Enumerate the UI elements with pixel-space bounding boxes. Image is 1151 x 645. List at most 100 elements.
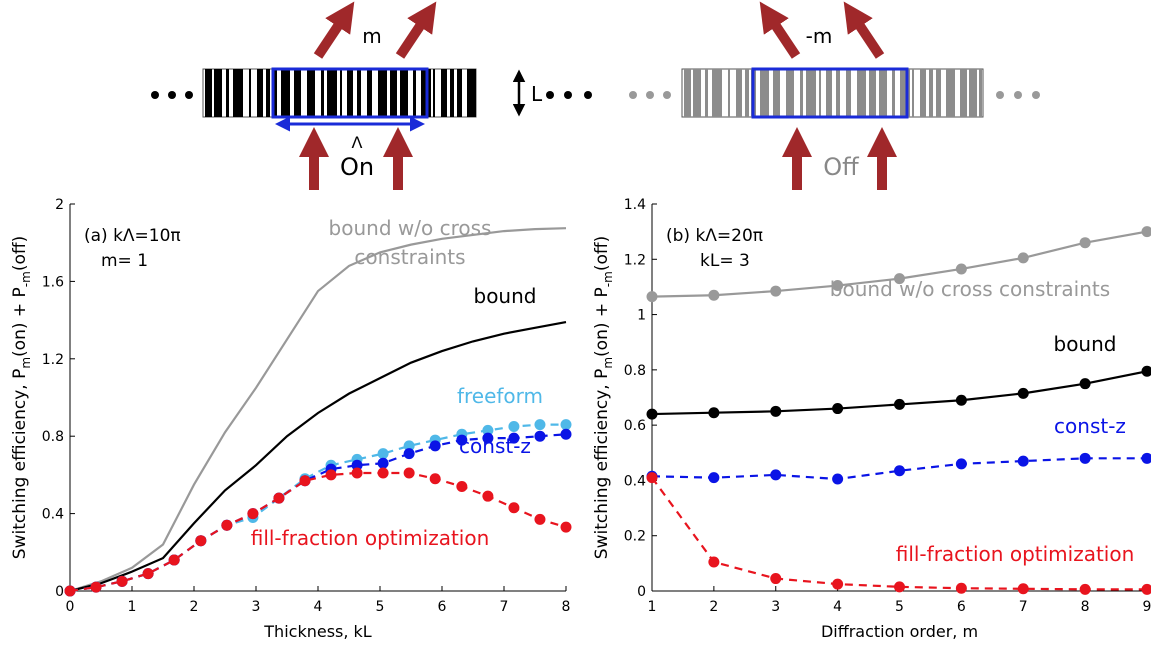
diffracted-arrow — [759, 1, 801, 59]
grating-on — [202, 68, 477, 118]
data-point — [299, 475, 311, 487]
grating-stripe — [693, 69, 701, 117]
data-point — [90, 581, 102, 593]
x-tick-label: 7 — [500, 599, 509, 615]
data-point — [482, 432, 494, 444]
data-point — [1141, 365, 1151, 377]
data-point — [1079, 378, 1091, 390]
diffracted-arrow — [843, 1, 885, 59]
grating-stripe — [467, 69, 476, 117]
grating-stripe — [846, 69, 851, 117]
data-point — [1079, 452, 1091, 464]
grating-stripe — [826, 69, 832, 117]
y-label-part: (off) — [592, 236, 612, 271]
y-label-part: (on) + P — [10, 287, 30, 357]
data-point — [1141, 226, 1151, 238]
y-tick-label: 0.8 — [624, 363, 646, 379]
series-line — [651, 457, 1147, 481]
series-line — [69, 227, 567, 593]
grating-stripe — [307, 69, 315, 117]
data-point — [1141, 583, 1151, 595]
x-tick-label: 6 — [438, 599, 447, 615]
data-point — [534, 513, 546, 525]
grating-stripe — [969, 69, 977, 117]
grating-stripe — [450, 69, 454, 117]
x-tick-label: 7 — [1019, 599, 1028, 615]
x-tick-label: 0 — [66, 599, 75, 615]
data-point — [1141, 452, 1151, 464]
data-point — [508, 432, 520, 444]
data-point — [351, 467, 363, 479]
grating-stripe — [760, 69, 769, 117]
y-tick-label: 1.6 — [42, 274, 64, 290]
y-tick-label: 0.8 — [42, 429, 64, 445]
data-point — [708, 472, 720, 484]
order-label: m — [362, 24, 381, 48]
data-point — [560, 419, 572, 431]
annotation: m= 1 — [101, 251, 148, 271]
data-point — [894, 398, 905, 410]
data-point — [403, 448, 415, 460]
data-point — [429, 473, 441, 485]
arrows — [299, 1, 897, 190]
data-point — [142, 568, 154, 580]
y-label-subscript: m — [601, 357, 615, 369]
data-point — [770, 573, 782, 585]
grating-stripe — [936, 69, 941, 117]
grating-stripe — [347, 69, 353, 117]
data-point — [560, 521, 572, 533]
grating-stripe — [378, 69, 387, 117]
order-label: -m — [806, 24, 833, 48]
grating-stripe — [266, 69, 270, 117]
data-point — [1017, 252, 1029, 264]
x-tick-label: 4 — [314, 599, 323, 615]
grating-stripe — [960, 69, 967, 117]
grating-stripe — [773, 69, 780, 117]
data-point — [646, 291, 658, 303]
state-label: Off — [823, 153, 859, 181]
grating-stripe — [800, 69, 803, 117]
grating-stripe — [327, 69, 337, 117]
annotation: (a) kΛ=10π — [84, 226, 181, 246]
x-tick-label: 1 — [128, 599, 137, 615]
grating-stripe — [684, 69, 691, 117]
grating-stripe — [321, 69, 324, 117]
data-point — [708, 289, 720, 301]
grating-stripe — [249, 69, 251, 117]
data-point — [955, 582, 967, 594]
grating-stripe — [441, 69, 447, 117]
y-label-part: (off) — [10, 236, 30, 271]
x-axis-label: Thickness, kL — [263, 622, 372, 641]
grating-stripe — [979, 69, 982, 117]
series-label: const-z — [1054, 414, 1126, 438]
state-label: On — [340, 153, 374, 181]
grating-stripe — [912, 69, 914, 117]
y-tick-label: 0.6 — [624, 418, 646, 434]
x-tick-label: 8 — [562, 599, 571, 615]
series-label: bound — [1053, 332, 1117, 356]
x-tick-label: 5 — [376, 599, 385, 615]
grating-stripe — [433, 69, 435, 117]
data-point — [482, 490, 494, 502]
data-point — [560, 428, 572, 440]
data-point — [955, 394, 967, 406]
grating-stripe — [857, 69, 866, 117]
data-point — [64, 585, 76, 597]
series-label: bound — [473, 284, 537, 308]
x-tick-label: 3 — [771, 599, 780, 615]
data-point — [832, 578, 844, 590]
chart: 1 2 3 4 5 6 7 8 9 0 0.2 0.4 0.6 0.8 1 1.2 1.4 Diffraction… — [592, 197, 1151, 641]
y-tick-label: 1.2 — [42, 352, 64, 368]
unit-cell-box — [751, 67, 909, 119]
x-tick-label: 5 — [895, 599, 904, 615]
grating-stripe — [457, 69, 462, 117]
y-label-part: (on) + P — [592, 287, 612, 357]
y-tick-label: 0.4 — [42, 507, 64, 523]
x-tick-label: 4 — [833, 599, 842, 615]
y-tick-label: 0 — [637, 584, 646, 600]
data-point — [377, 457, 389, 469]
data-point — [377, 467, 389, 479]
data-point — [1017, 387, 1029, 399]
data-point — [195, 535, 207, 547]
